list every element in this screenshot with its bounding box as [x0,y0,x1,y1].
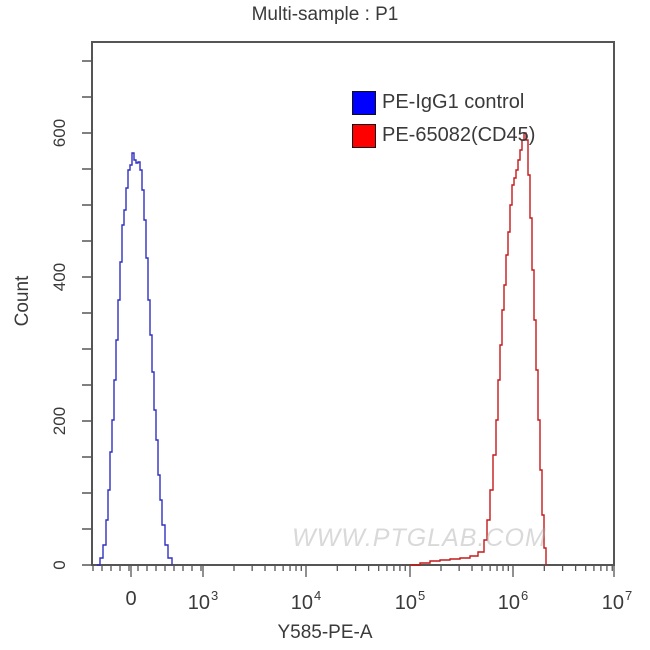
y-tick-label: 600 [50,118,69,148]
legend-swatch-red [352,123,376,148]
legend-label: PE-IgG1 control [382,91,525,113]
x-tick-label: 106 [497,588,529,614]
y-tick-label: 200 [50,406,69,436]
y-tick-label: 400 [50,262,69,292]
legend: PE-IgG1 control PE-65082(CD45) [352,86,535,152]
legend-swatch-blue [352,90,376,115]
chart-title: Multi-sample : P1 [251,4,399,25]
x-tick-label: 107 [601,588,633,614]
plot-frame [91,41,615,566]
y-tick-label: 0 [50,560,69,570]
y-axis-ticks [82,60,92,566]
y-axis-label: Count [12,275,33,327]
x-axis-ticks [92,565,615,577]
histogram-series [97,132,547,566]
histogram-line [410,132,547,566]
x-tick-label: 103 [187,588,219,614]
watermark: WWW.PTGLAB.COM [292,524,547,552]
legend-item-cd45: PE-65082(CD45) [352,119,535,152]
legend-item-control: PE-IgG1 control [352,86,535,119]
x-tick-label: 105 [394,588,426,614]
histogram-line [97,152,173,566]
x-tick-label: 0 [125,588,137,610]
x-tick-label: 104 [290,588,322,614]
x-axis-label: Y585-PE-A [277,622,373,643]
legend-label: PE-65082(CD45) [382,124,536,146]
